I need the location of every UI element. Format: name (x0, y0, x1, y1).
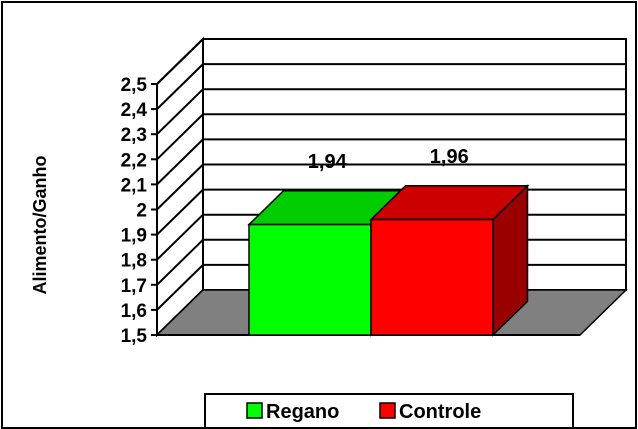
grid-line-side (156, 63, 204, 110)
tick-label: 1,7 (121, 276, 147, 297)
grid-line-side (156, 264, 204, 311)
grid-line-side (156, 163, 204, 211)
data-labels: 1,94 1,96 (308, 146, 469, 173)
grid-line-side (156, 239, 204, 286)
grid-line-side (156, 138, 204, 186)
data-label: 1,94 (308, 151, 348, 173)
legend: Regano Controle (204, 393, 574, 428)
tick-label: 2,4 (121, 100, 148, 121)
legend-swatch (379, 402, 396, 419)
y-axis-title: Alimento/Ganho (30, 155, 50, 294)
grid-line-side (156, 113, 204, 161)
bar-controle (369, 184, 530, 337)
legend-label: Regano (266, 401, 339, 423)
tick-label: 2,2 (121, 150, 147, 171)
grid-line-side (156, 88, 204, 135)
tick-label: 2,1 (121, 175, 148, 196)
legend-label: Controle (399, 401, 481, 423)
legend-swatch (246, 402, 263, 419)
bar-front (370, 218, 494, 336)
y-axis-ticks: 1,5 1,6 1,7 1,8 1,9 2 2,1 2,2 2,3 2,4 2,5 (121, 75, 158, 347)
tick-label: 1,5 (121, 326, 148, 347)
bars (247, 184, 530, 337)
tick-label: 1,9 (121, 226, 147, 247)
grid-line-side (156, 188, 204, 236)
tick-label: 2,3 (121, 125, 147, 146)
grid-line-side (156, 213, 204, 261)
tick-label: 1,8 (121, 251, 147, 272)
tick-label: 2 (136, 201, 147, 222)
tick-label: 1,6 (121, 301, 147, 322)
bar-front (248, 223, 372, 336)
grid-line-side (156, 38, 204, 85)
data-label: 1,96 (430, 146, 469, 168)
tick-label: 2,5 (121, 75, 148, 96)
